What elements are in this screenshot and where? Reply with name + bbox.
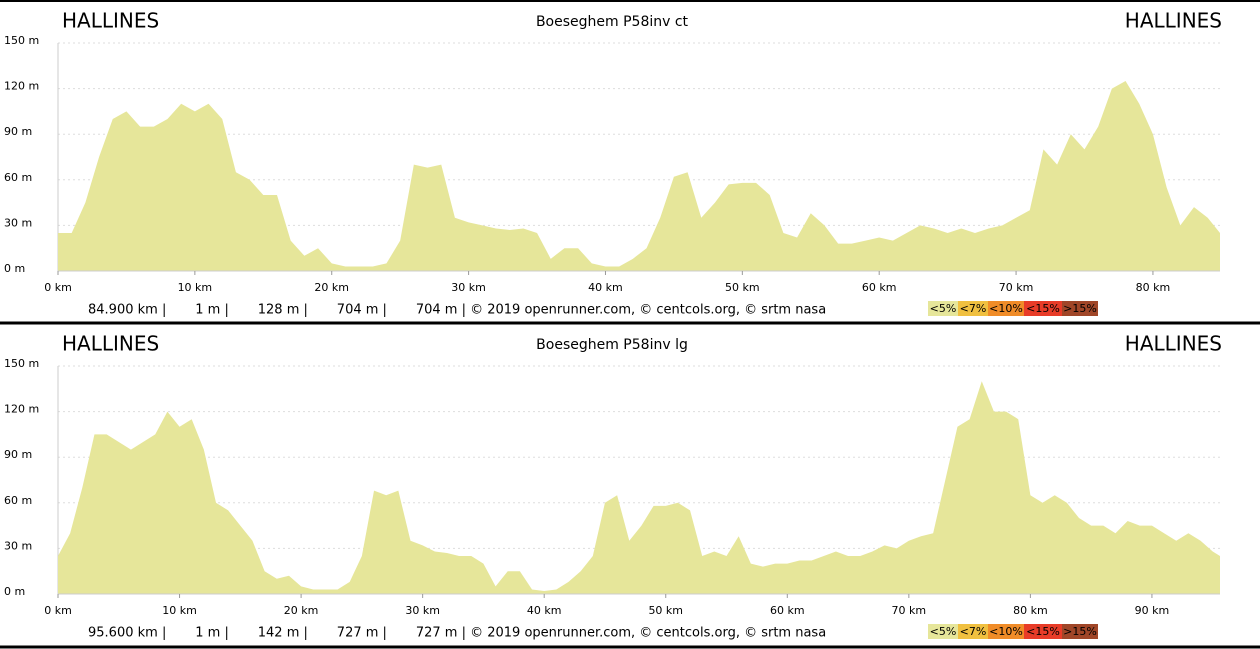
legend-label: <10% bbox=[989, 625, 1023, 638]
x-tick-label: 90 km bbox=[1135, 604, 1170, 617]
legend-label: <7% bbox=[960, 302, 987, 315]
x-tick-label: 30 km bbox=[405, 604, 440, 617]
x-tick-label: 50 km bbox=[648, 604, 683, 617]
chart-title: Boeseghem P58inv lg bbox=[536, 337, 688, 353]
x-tick-label: 60 km bbox=[770, 604, 805, 617]
elevation-area bbox=[58, 81, 1220, 271]
legend-swatch bbox=[958, 624, 988, 639]
legend-label: <15% bbox=[1026, 302, 1060, 315]
y-tick-label: 30 m bbox=[4, 539, 32, 552]
y-tick-label: 60 m bbox=[4, 171, 32, 184]
y-tick-label: 30 m bbox=[4, 216, 32, 229]
y-tick-label: 0 m bbox=[4, 262, 25, 275]
legend-label: >15% bbox=[1063, 625, 1097, 638]
y-tick-label: 90 m bbox=[4, 448, 32, 461]
y-tick-label: 60 m bbox=[4, 494, 32, 507]
x-tick-label: 10 km bbox=[178, 281, 213, 294]
profile-chart: HALLINES HALLINES Boeseghem P58inv ct 0 m 30… bbox=[4, 9, 1222, 318]
legend-swatch bbox=[1062, 624, 1098, 639]
y-tick-label: 120 m bbox=[4, 80, 39, 93]
x-tick-label: 40 km bbox=[588, 281, 623, 294]
elevation-area bbox=[58, 381, 1220, 594]
profile-chart: HALLINES HALLINES Boeseghem P58inv lg 0 m 30… bbox=[4, 332, 1222, 641]
x-tick-label: 70 km bbox=[892, 604, 927, 617]
legend-label: <5% bbox=[930, 302, 957, 315]
legend-swatch bbox=[988, 624, 1024, 639]
y-tick-label: 150 m bbox=[4, 34, 39, 47]
legend-swatch bbox=[1062, 301, 1098, 316]
legend-label: <5% bbox=[930, 625, 957, 638]
footer: 95.600 km | 1 m | 142 m | 727 m | 727 m … bbox=[88, 626, 826, 641]
legend-label: <15% bbox=[1026, 625, 1060, 638]
end-label: HALLINES bbox=[1125, 9, 1222, 33]
legend-label: <10% bbox=[989, 302, 1023, 315]
x-tick-label: 30 km bbox=[451, 281, 486, 294]
chart-title: Boeseghem P58inv ct bbox=[536, 14, 689, 30]
legend-swatch bbox=[988, 301, 1024, 316]
legend-swatch bbox=[928, 301, 958, 316]
x-tick-label: 20 km bbox=[314, 281, 349, 294]
y-tick-label: 120 m bbox=[4, 403, 39, 416]
footer: 84.900 km | 1 m | 128 m | 704 m | 704 m … bbox=[88, 303, 826, 318]
x-tick-label: 0 km bbox=[44, 604, 72, 617]
legend-swatch bbox=[928, 624, 958, 639]
end-label: HALLINES bbox=[1125, 332, 1222, 356]
x-tick-label: 50 km bbox=[725, 281, 760, 294]
legend-label: <7% bbox=[960, 625, 987, 638]
x-tick-label: 10 km bbox=[162, 604, 197, 617]
x-tick-label: 80 km bbox=[1013, 604, 1048, 617]
y-tick-label: 90 m bbox=[4, 125, 32, 138]
y-tick-label: 0 m bbox=[4, 585, 25, 598]
x-tick-label: 40 km bbox=[527, 604, 562, 617]
x-tick-label: 0 km bbox=[44, 281, 72, 294]
start-label: HALLINES bbox=[62, 9, 159, 33]
x-tick-label: 80 km bbox=[1136, 281, 1171, 294]
y-tick-label: 150 m bbox=[4, 357, 39, 370]
x-tick-label: 20 km bbox=[284, 604, 319, 617]
x-tick-label: 60 km bbox=[862, 281, 897, 294]
legend-swatch bbox=[1024, 624, 1062, 639]
legend-label: >15% bbox=[1063, 302, 1097, 315]
legend-swatch bbox=[1024, 301, 1062, 316]
x-tick-label: 70 km bbox=[999, 281, 1034, 294]
start-label: HALLINES bbox=[62, 332, 159, 356]
legend-swatch bbox=[958, 301, 988, 316]
